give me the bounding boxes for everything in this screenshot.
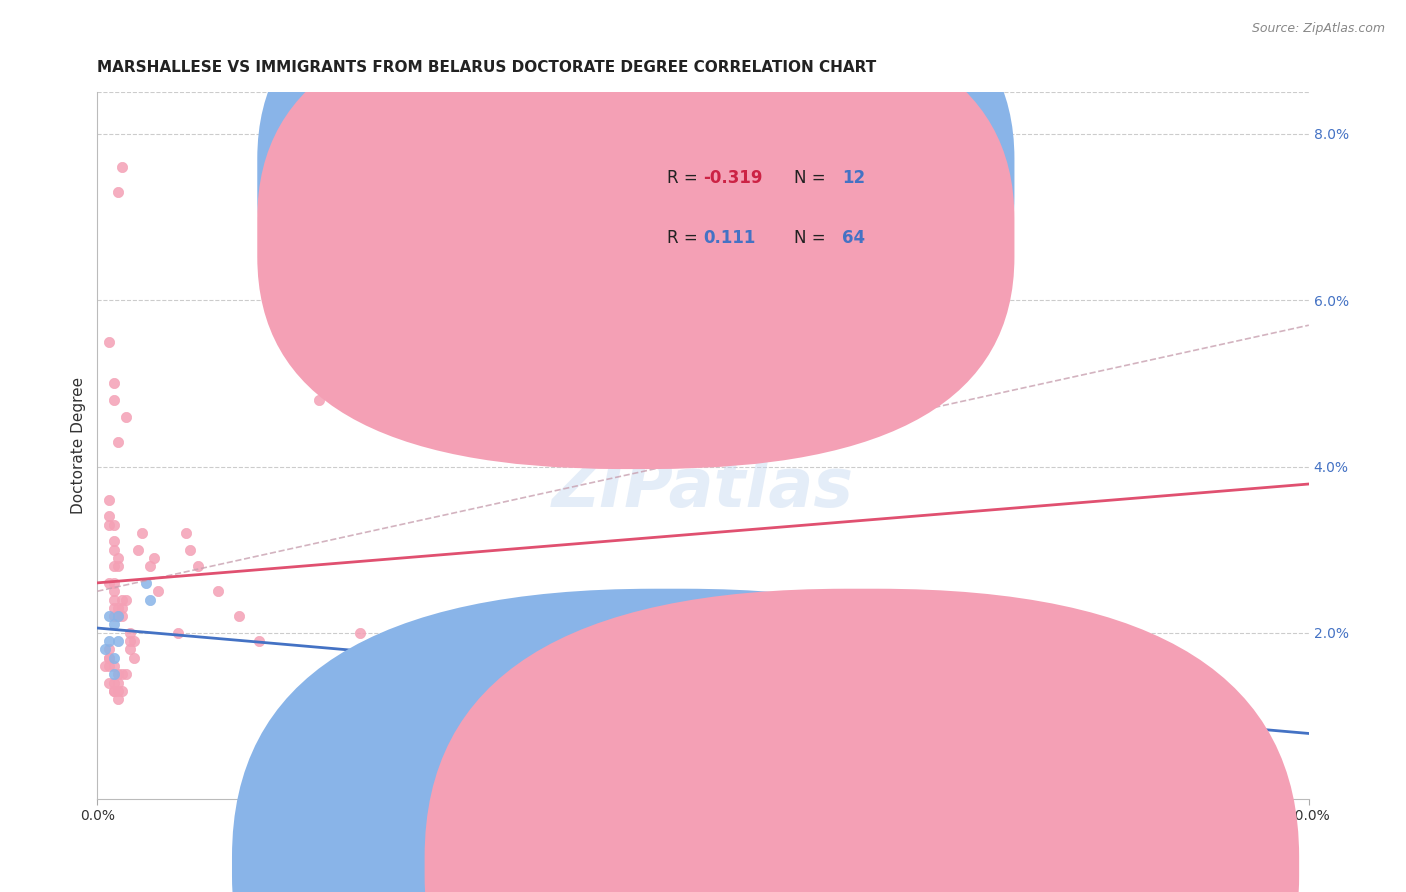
- Point: [103, 392, 125, 407]
- Point: [139, 559, 162, 574]
- Point: [118, 625, 141, 640]
- Point: [103, 675, 125, 690]
- Point: [118, 642, 141, 657]
- Text: ZIPatlas: ZIPatlas: [553, 455, 853, 521]
- Point: [349, 625, 371, 640]
- Point: [107, 185, 129, 199]
- Point: [103, 592, 125, 607]
- Point: [103, 650, 125, 665]
- Point: [135, 575, 157, 590]
- Text: 0.111: 0.111: [703, 228, 755, 247]
- Point: [98, 642, 121, 657]
- Point: [110, 684, 132, 698]
- Point: [107, 600, 129, 615]
- FancyBboxPatch shape: [595, 142, 934, 284]
- Point: [103, 376, 125, 391]
- Point: [107, 559, 129, 574]
- Point: [167, 625, 190, 640]
- Point: [98, 334, 121, 349]
- Point: [98, 509, 121, 524]
- Point: [103, 684, 125, 698]
- Point: [122, 634, 145, 648]
- Point: [107, 692, 129, 706]
- Point: [672, 659, 695, 673]
- Point: [103, 584, 125, 599]
- Text: Immigrants from Belarus: Immigrants from Belarus: [886, 856, 1077, 871]
- Point: [107, 434, 129, 449]
- Point: [179, 542, 201, 557]
- Point: [98, 650, 121, 665]
- Text: Source: ZipAtlas.com: Source: ZipAtlas.com: [1251, 22, 1385, 36]
- Point: [110, 592, 132, 607]
- Point: [98, 675, 121, 690]
- Point: [103, 617, 125, 632]
- Point: [308, 392, 330, 407]
- Point: [107, 667, 129, 681]
- Point: [139, 592, 162, 607]
- Point: [98, 650, 121, 665]
- Point: [110, 609, 132, 624]
- Point: [103, 559, 125, 574]
- Text: R =: R =: [666, 228, 703, 247]
- Y-axis label: Doctorate Degree: Doctorate Degree: [72, 377, 86, 515]
- Text: 12: 12: [842, 169, 866, 186]
- Text: R =: R =: [666, 169, 703, 186]
- Point: [114, 667, 136, 681]
- Text: Marshallese: Marshallese: [703, 856, 794, 871]
- Point: [114, 592, 136, 607]
- Point: [122, 650, 145, 665]
- Point: [94, 642, 117, 657]
- Point: [98, 609, 121, 624]
- Point: [103, 684, 125, 698]
- Point: [98, 575, 121, 590]
- Point: [146, 584, 169, 599]
- Point: [107, 609, 129, 624]
- Point: [207, 584, 229, 599]
- Point: [94, 659, 117, 673]
- Point: [110, 600, 132, 615]
- Point: [142, 551, 165, 566]
- Point: [228, 609, 250, 624]
- Text: -0.319: -0.319: [703, 169, 762, 186]
- Text: 64: 64: [842, 228, 866, 247]
- Point: [118, 634, 141, 648]
- FancyBboxPatch shape: [257, 6, 1015, 469]
- Point: [103, 517, 125, 532]
- Point: [103, 542, 125, 557]
- Point: [174, 526, 197, 541]
- Point: [103, 534, 125, 549]
- Point: [103, 575, 125, 590]
- Text: MARSHALLESE VS IMMIGRANTS FROM BELARUS DOCTORATE DEGREE CORRELATION CHART: MARSHALLESE VS IMMIGRANTS FROM BELARUS D…: [97, 60, 876, 75]
- Point: [98, 517, 121, 532]
- Point: [107, 634, 129, 648]
- Point: [110, 667, 132, 681]
- Point: [98, 659, 121, 673]
- Point: [98, 492, 121, 507]
- Point: [114, 409, 136, 424]
- Point: [247, 634, 270, 648]
- Text: N =: N =: [794, 228, 831, 247]
- Point: [107, 609, 129, 624]
- Point: [110, 161, 132, 175]
- Point: [103, 600, 125, 615]
- FancyBboxPatch shape: [257, 0, 1015, 409]
- Point: [103, 659, 125, 673]
- Point: [107, 675, 129, 690]
- Point: [187, 559, 209, 574]
- Point: [107, 551, 129, 566]
- Point: [127, 542, 149, 557]
- Point: [103, 609, 125, 624]
- Point: [131, 526, 153, 541]
- Text: N =: N =: [794, 169, 831, 186]
- Point: [107, 684, 129, 698]
- Point: [1177, 725, 1199, 739]
- Point: [103, 667, 125, 681]
- Point: [98, 634, 121, 648]
